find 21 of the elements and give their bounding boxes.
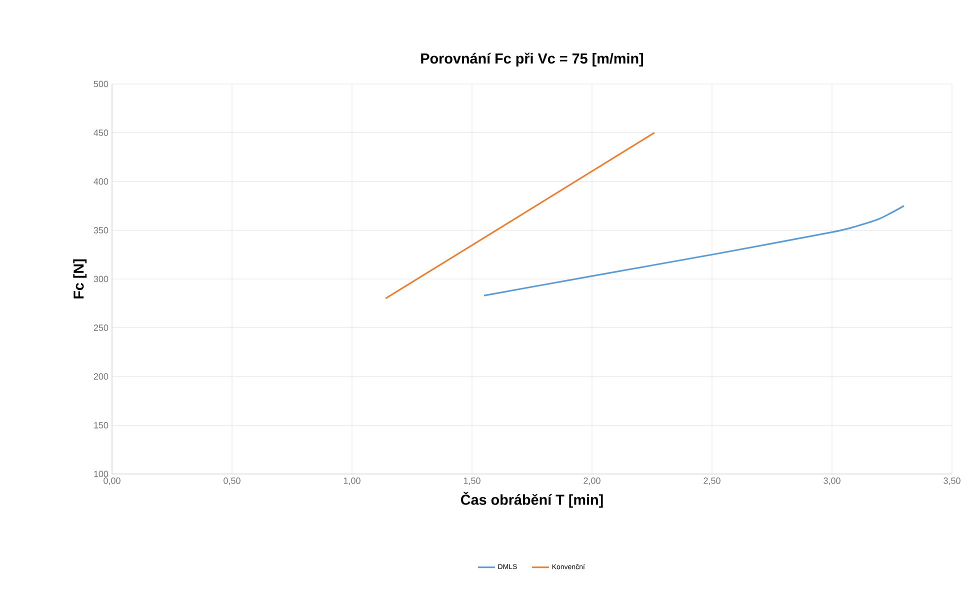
y-tick-label: 300 [94,276,108,282]
y-tick-label: 450 [94,130,108,136]
y-tick-label: 200 [94,373,108,380]
y-tick-label: 100 [94,470,108,478]
y-tick-label: 250 [94,324,108,331]
x-tick-label: 0,50 [224,478,240,485]
y-tick-label: 150 [94,422,108,428]
y-axis-title: Fc [N] [73,259,87,298]
x-tick-label: 1,00 [344,478,360,485]
x-tick-label: 2,50 [704,478,720,485]
x-tick-label: 3,50 [944,478,960,485]
y-tick-label: 500 [94,80,108,88]
y-tick-label: 400 [94,178,108,185]
x-tick-label: 0,00 [104,478,120,485]
x-tick-label: 1,50 [464,478,480,485]
x-tick-label: 3,00 [824,478,840,485]
line-series [483,205,905,296]
x-axis-title: Čas obrábění T [min] [460,492,603,508]
y-tick-label: 350 [94,227,108,234]
chart-title: Porovnání Fc při Vc = 75 [m/min] [421,52,644,66]
x-tick-label: 2,00 [584,478,600,485]
